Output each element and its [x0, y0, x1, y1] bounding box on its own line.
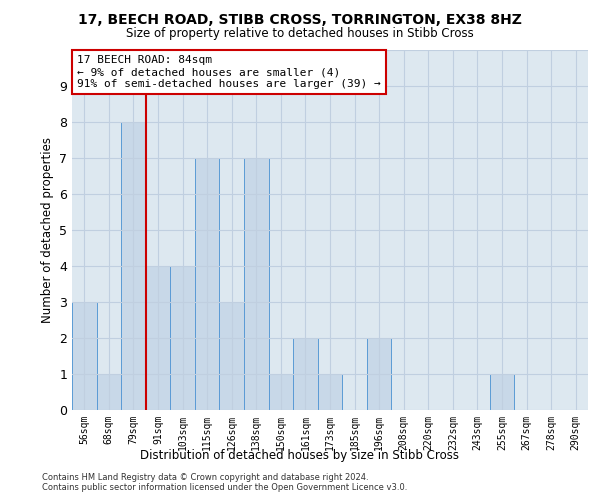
Bar: [367, 338, 391, 410]
Bar: [293, 338, 318, 410]
Text: Contains HM Land Registry data © Crown copyright and database right 2024.: Contains HM Land Registry data © Crown c…: [42, 474, 368, 482]
Bar: [318, 374, 342, 410]
Bar: [97, 374, 121, 410]
Bar: [195, 158, 220, 410]
Bar: [269, 374, 293, 410]
Bar: [121, 122, 146, 410]
Bar: [146, 266, 170, 410]
Text: Distribution of detached houses by size in Stibb Cross: Distribution of detached houses by size …: [140, 448, 460, 462]
Bar: [490, 374, 514, 410]
Text: Contains public sector information licensed under the Open Government Licence v3: Contains public sector information licen…: [42, 484, 407, 492]
Bar: [170, 266, 195, 410]
Y-axis label: Number of detached properties: Number of detached properties: [41, 137, 53, 323]
Text: 17, BEECH ROAD, STIBB CROSS, TORRINGTON, EX38 8HZ: 17, BEECH ROAD, STIBB CROSS, TORRINGTON,…: [78, 12, 522, 26]
Text: 17 BEECH ROAD: 84sqm
← 9% of detached houses are smaller (4)
91% of semi-detache: 17 BEECH ROAD: 84sqm ← 9% of detached ho…: [77, 56, 381, 88]
Bar: [220, 302, 244, 410]
Text: Size of property relative to detached houses in Stibb Cross: Size of property relative to detached ho…: [126, 28, 474, 40]
Bar: [72, 302, 97, 410]
Bar: [244, 158, 269, 410]
